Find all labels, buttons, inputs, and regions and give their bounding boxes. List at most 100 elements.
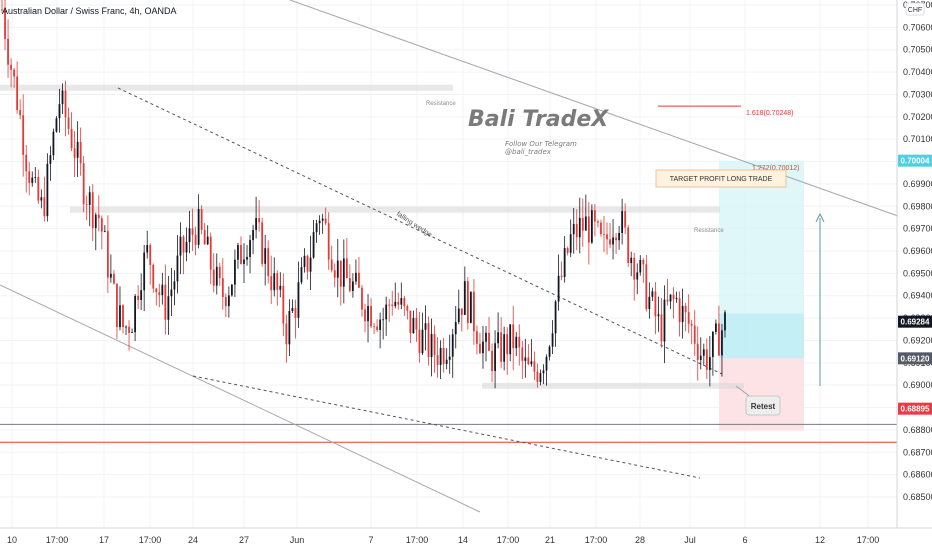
x-tick-label: Jun — [290, 535, 305, 545]
candle-body — [675, 298, 678, 300]
resistance-label-lower: Resistance — [694, 228, 724, 234]
candle-body — [445, 359, 448, 364]
candle-body — [705, 349, 708, 370]
candle-body — [715, 323, 717, 332]
candle-body — [400, 298, 403, 305]
candle-body — [300, 267, 303, 283]
candle-body — [702, 349, 705, 356]
candle-body — [240, 245, 242, 264]
candle-body — [294, 308, 297, 318]
x-tick-label: 21 — [545, 535, 555, 545]
candle-body — [58, 104, 61, 119]
candle-body — [16, 76, 19, 111]
candle-body — [155, 288, 158, 293]
brand-line1: Follow Our Telegram — [505, 140, 577, 148]
candle-body — [364, 309, 366, 322]
candle-body — [436, 355, 439, 365]
candle-body — [442, 348, 445, 364]
retest-label: Retest — [751, 402, 776, 411]
x-tick-label: 7 — [368, 535, 373, 545]
price-tag — [898, 154, 932, 167]
candle-body — [149, 245, 152, 265]
candle-body — [463, 281, 466, 315]
candle-body — [28, 171, 31, 183]
x-tick-label: 17:00 — [406, 535, 429, 545]
candle-body — [224, 297, 227, 307]
candle-body — [594, 210, 596, 222]
stop-loss-zone — [719, 358, 804, 431]
candle-body — [40, 197, 43, 201]
candle-body — [106, 231, 109, 278]
candle-body — [415, 317, 418, 330]
resistance-band-lower — [70, 206, 720, 213]
candle-body — [451, 334, 454, 357]
candle-body — [143, 252, 146, 291]
candle-body — [64, 90, 67, 118]
candle-body — [460, 308, 463, 315]
candle-body — [303, 255, 306, 268]
candle-body — [128, 326, 130, 333]
channel-lower-line — [0, 284, 481, 513]
candle-body — [711, 331, 714, 358]
candle-body — [327, 223, 330, 260]
candle-body — [55, 118, 58, 132]
candle-body — [690, 323, 693, 326]
candle-body — [612, 237, 614, 245]
candle-body — [261, 222, 264, 264]
candle-body — [110, 273, 112, 278]
candle-body — [699, 355, 702, 360]
candle-body — [696, 343, 699, 360]
candle-body — [82, 163, 85, 205]
price-tag-label: 0.69120 — [901, 354, 930, 363]
x-tick-label: 17:00 — [497, 535, 520, 545]
candle-body — [116, 283, 118, 328]
candle-body — [345, 258, 348, 279]
candle-body — [137, 295, 140, 300]
candle-body — [494, 343, 496, 372]
candle-body — [209, 236, 212, 270]
support-band — [482, 382, 744, 389]
x-tick-label: 6 — [742, 535, 747, 545]
candle-body — [503, 334, 506, 362]
currency-badge[interactable] — [905, 2, 925, 16]
candle-body — [597, 221, 599, 223]
candle-body — [554, 301, 557, 334]
candle-body — [203, 229, 206, 245]
candle-body — [457, 308, 460, 323]
candle-body — [427, 323, 430, 358]
candle-body — [324, 218, 327, 224]
candle-body — [13, 69, 15, 77]
candle-body — [418, 329, 421, 354]
fib-1272-label: 1.272(0.70012) — [752, 165, 799, 172]
candle-body — [125, 326, 127, 328]
x-tick-label: 17:00 — [46, 535, 69, 545]
candle-body — [234, 259, 236, 285]
candle-body — [285, 323, 288, 345]
candle-body — [545, 356, 548, 371]
candle-body — [52, 131, 55, 156]
candle-body — [421, 329, 424, 354]
candle-body — [412, 317, 415, 334]
candle-body — [215, 266, 218, 286]
candle-body — [161, 284, 164, 296]
candle-body — [61, 90, 64, 105]
candle-body — [176, 255, 179, 282]
candle-body — [524, 357, 527, 361]
x-tick-label: 27 — [239, 535, 249, 545]
candle-body — [158, 292, 161, 296]
candle-body — [379, 319, 382, 330]
candle-body — [548, 346, 551, 357]
candle-body — [288, 311, 291, 345]
candle-body — [309, 257, 312, 272]
candle-body — [273, 273, 276, 291]
x-axis: 10 17:00 17 17:00 24 27 Jun 7 17:00 14 17:00 21 17:0… — [7, 535, 879, 545]
candle-body — [566, 248, 569, 253]
price-tag — [898, 352, 932, 365]
